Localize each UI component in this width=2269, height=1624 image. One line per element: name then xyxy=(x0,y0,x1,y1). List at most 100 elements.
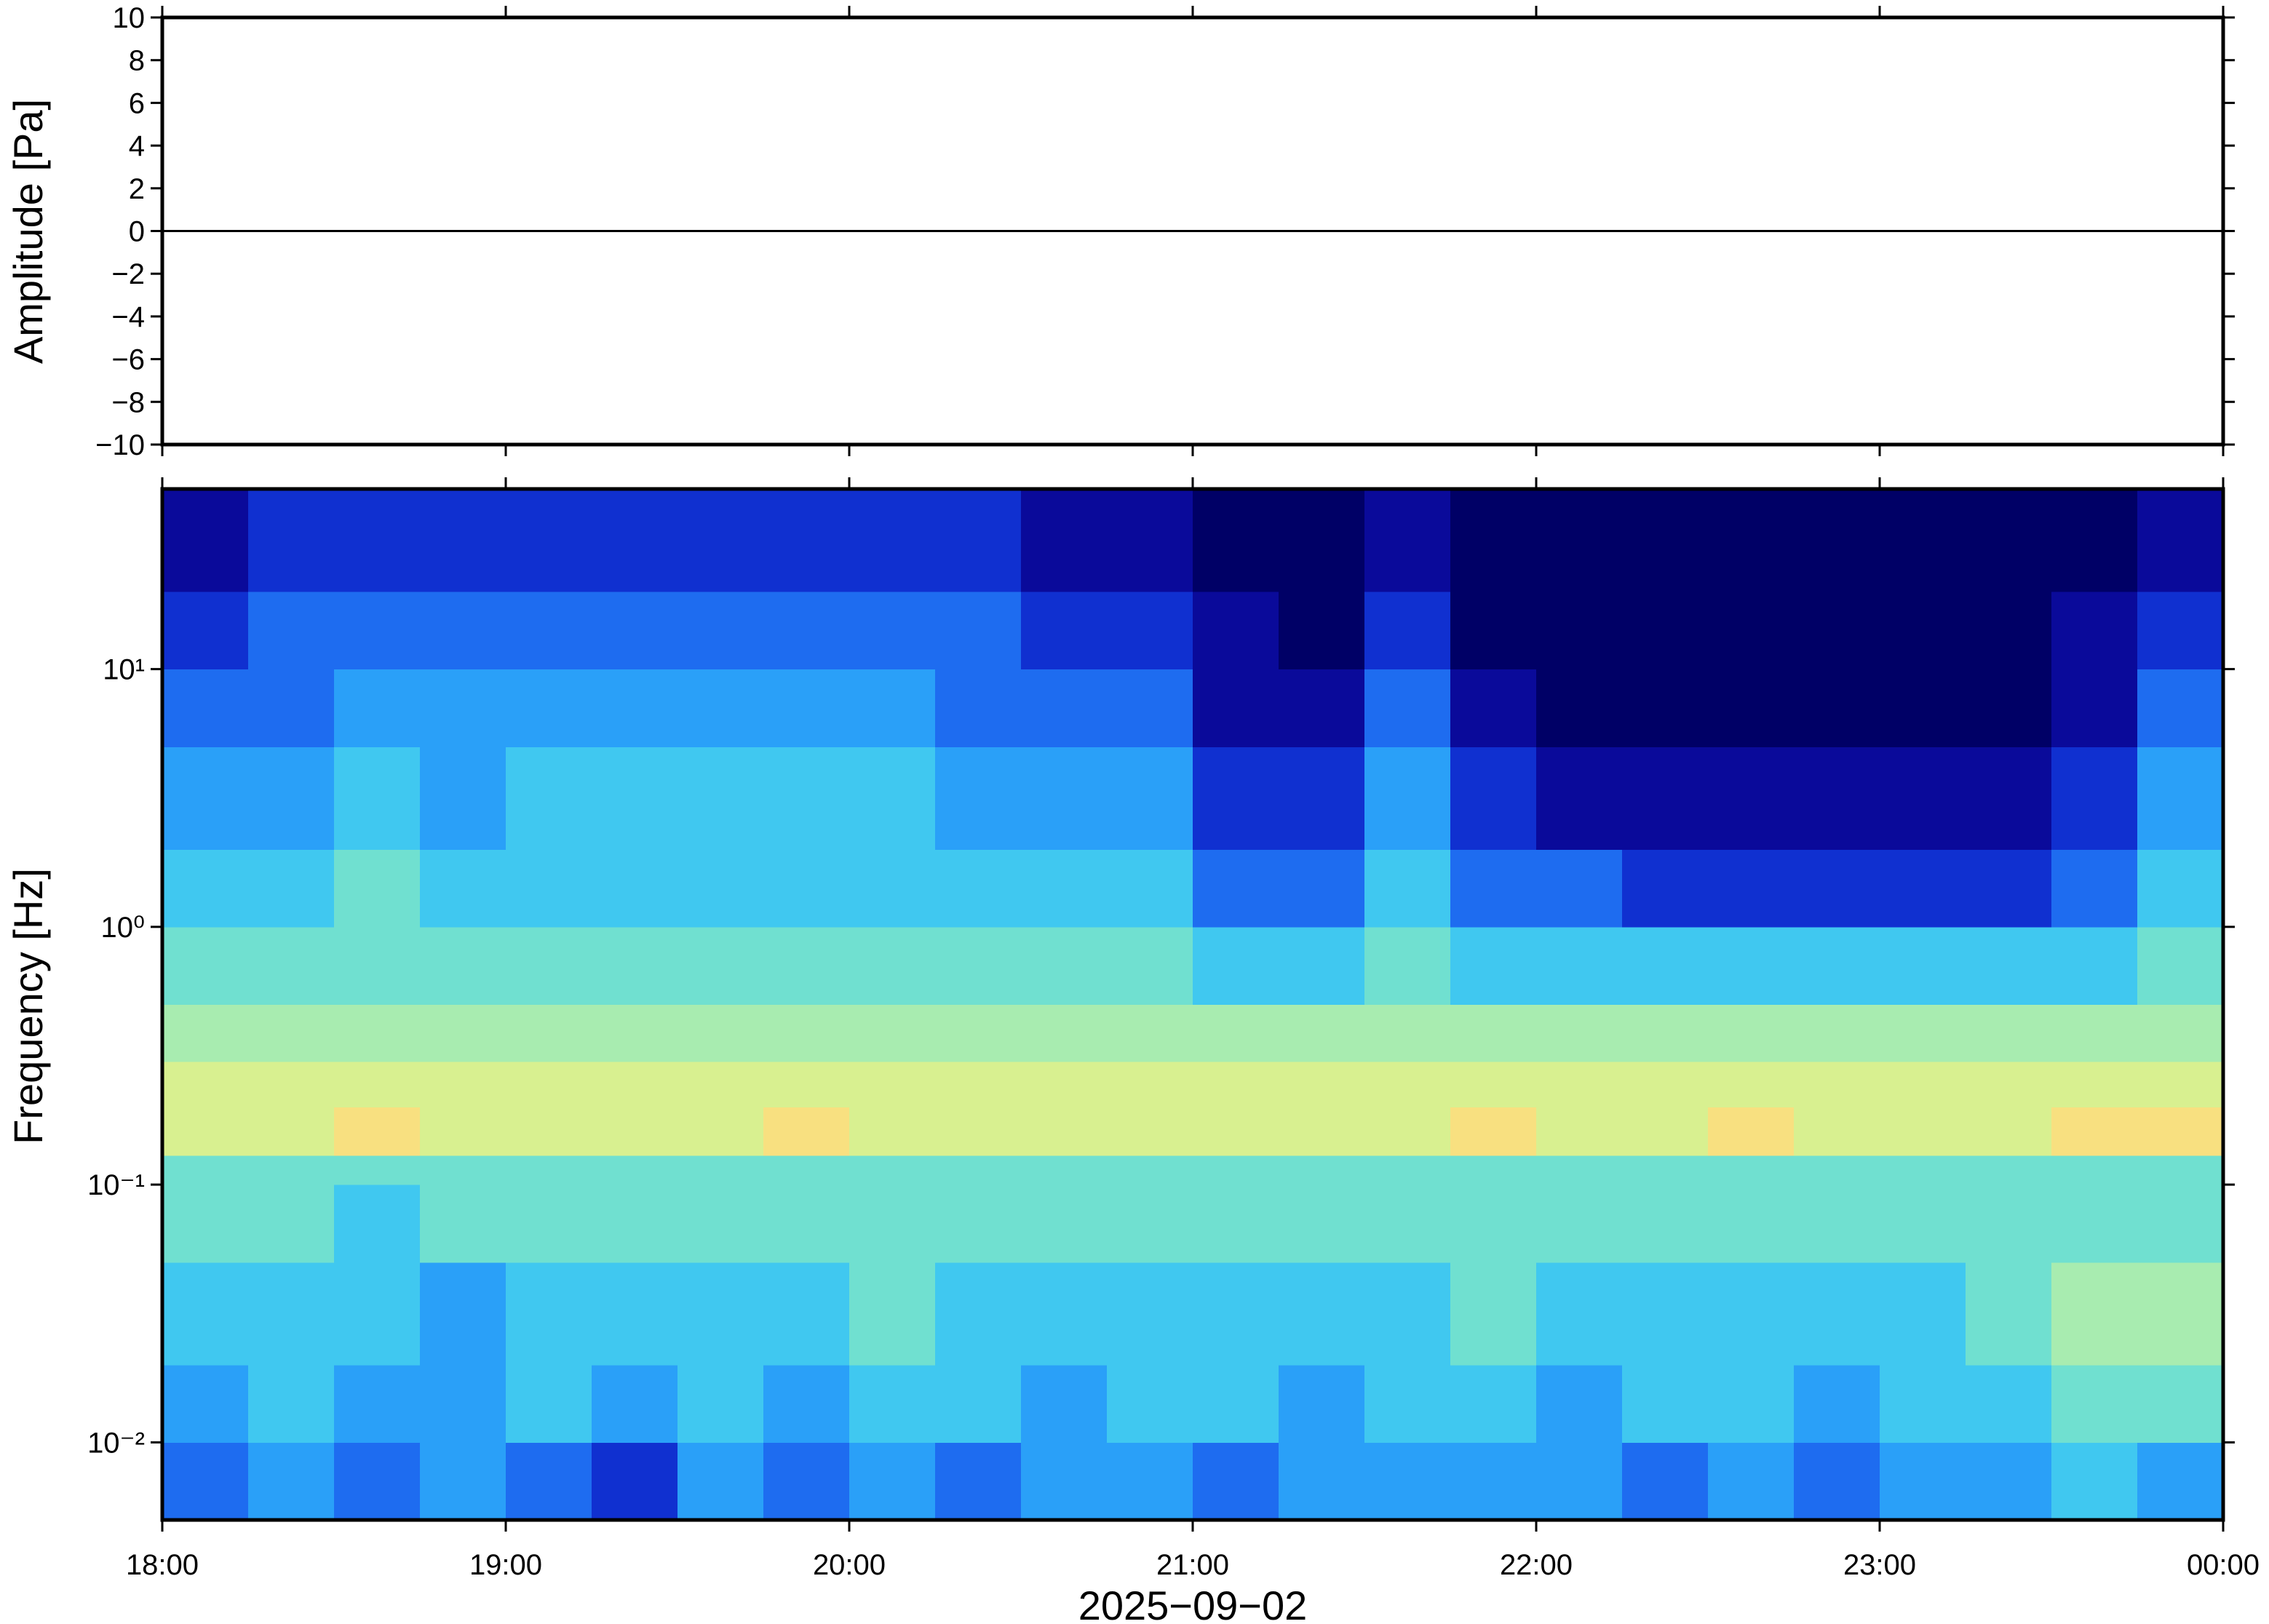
heatmap-cell xyxy=(677,926,764,1006)
heatmap-cell xyxy=(248,591,335,670)
heatmap-cell xyxy=(1622,1364,1709,1443)
heatmap-cell xyxy=(1450,1262,1537,1366)
heatmap-cell xyxy=(1794,1062,1880,1108)
heatmap-cell xyxy=(1794,1004,1880,1062)
heatmap-cell xyxy=(1364,747,1451,850)
heatmap-cell xyxy=(1536,489,1623,592)
heatmap-cell xyxy=(334,1062,421,1108)
heatmap-cell xyxy=(849,747,936,850)
heatmap-cell xyxy=(1107,849,1193,928)
heatmap-cell xyxy=(1794,669,1880,747)
heatmap-cell xyxy=(1107,1364,1193,1443)
heatmap-cell xyxy=(420,489,506,592)
heatmap-cell xyxy=(592,747,678,850)
heatmap-cell xyxy=(935,1364,1022,1443)
heatmap-cell xyxy=(248,849,335,928)
heatmap-cell xyxy=(1536,1185,1623,1263)
heatmap-cell xyxy=(506,591,592,670)
heatmap-cell xyxy=(1193,1185,1279,1263)
heatmap-cell xyxy=(334,669,421,747)
heatmap-cell xyxy=(935,926,1022,1006)
heatmap-cell xyxy=(1279,1155,1365,1185)
heatmap-cell xyxy=(1880,747,1966,850)
heatmap-cell xyxy=(935,1062,1022,1108)
heatmap-cell xyxy=(1450,1442,1537,1521)
heatmap-cell xyxy=(1794,1107,1880,1156)
heatmap-cell xyxy=(248,1107,335,1156)
heatmap-cell xyxy=(1364,1155,1451,1185)
heatmap-cell xyxy=(2137,591,2224,670)
heatmap-cell xyxy=(2137,849,2224,928)
heatmap-cell xyxy=(1708,849,1795,928)
heatmap-cell xyxy=(1880,1364,1966,1443)
x-tick-label: 00:00 xyxy=(2187,1549,2260,1581)
y-tick-label: 6 xyxy=(129,87,145,119)
heatmap-cell xyxy=(1794,747,1880,850)
heatmap-cell xyxy=(1450,1364,1537,1443)
heatmap-cell xyxy=(1279,669,1365,747)
heatmap-cell xyxy=(1450,591,1537,670)
heatmap-cell xyxy=(1708,1062,1795,1108)
heatmap-cell xyxy=(849,489,936,592)
heatmap-cell xyxy=(1107,489,1193,592)
heatmap-cell xyxy=(1021,926,1108,1006)
heatmap-cell xyxy=(248,926,335,1006)
heatmap-cell xyxy=(1450,1155,1537,1185)
heatmap-cell xyxy=(1880,926,1966,1006)
heatmap-cell xyxy=(1966,1155,2052,1185)
heatmap-cell xyxy=(763,489,850,592)
y-tick-label: 10⁻¹ xyxy=(87,1169,145,1201)
heatmap-cell xyxy=(849,591,936,670)
heatmap-cell xyxy=(1021,669,1108,747)
heatmap-cell xyxy=(592,849,678,928)
heatmap-cell xyxy=(592,1004,678,1062)
heatmap-cell xyxy=(1279,1364,1365,1443)
heatmap-cell xyxy=(1966,849,2052,928)
heatmap-cell xyxy=(677,1442,764,1521)
heatmap-cell xyxy=(763,1155,850,1185)
heatmap-cell xyxy=(1021,1262,1108,1366)
heatmap-cell xyxy=(1966,489,2052,592)
heatmap-cell xyxy=(420,849,506,928)
heatmap-cell xyxy=(1364,591,1451,670)
heatmap-cell xyxy=(1708,747,1795,850)
heatmap-cell xyxy=(2051,489,2138,592)
heatmap-cell xyxy=(334,1107,421,1156)
heatmap-cell xyxy=(1794,1262,1880,1366)
heatmap-cell xyxy=(1880,1442,1966,1521)
heatmap-cell xyxy=(248,1442,335,1521)
heatmap-cell xyxy=(763,1364,850,1443)
heatmap-cell xyxy=(2137,1155,2224,1185)
heatmap-cell xyxy=(935,1442,1022,1521)
heatmap-cell xyxy=(763,1262,850,1366)
heatmap-cell xyxy=(248,1262,335,1366)
heatmap-cell xyxy=(2051,1442,2138,1521)
heatmap-cell xyxy=(763,926,850,1006)
heatmap-cell xyxy=(506,1262,592,1366)
heatmap-cell xyxy=(162,1364,249,1443)
heatmap-cell xyxy=(1107,747,1193,850)
heatmap-cell xyxy=(935,1107,1022,1156)
heatmap-cell xyxy=(1279,1004,1365,1062)
heatmap-cell xyxy=(2137,926,2224,1006)
heatmap-cell xyxy=(1622,1107,1709,1156)
heatmap-cell xyxy=(248,1062,335,1108)
heatmap-cell xyxy=(1966,1185,2052,1263)
heatmap-cell xyxy=(849,1364,936,1443)
heatmap-cell xyxy=(248,669,335,747)
heatmap-cell xyxy=(763,669,850,747)
heatmap-cell xyxy=(592,1185,678,1263)
heatmap-cell xyxy=(1021,1062,1108,1108)
y-tick-label: 10¹ xyxy=(103,654,145,686)
heatmap-cell xyxy=(1193,1364,1279,1443)
heatmap-cell xyxy=(1622,591,1709,670)
heatmap-cell xyxy=(506,747,592,850)
heatmap-cell xyxy=(248,1364,335,1443)
heatmap-cell xyxy=(162,926,249,1006)
heatmap-cell xyxy=(1364,1262,1451,1366)
heatmap-cell xyxy=(677,1004,764,1062)
heatmap-cell xyxy=(1193,1155,1279,1185)
heatmap-cell xyxy=(1966,591,2052,670)
heatmap-cell xyxy=(506,926,592,1006)
heatmap-cell xyxy=(1536,1442,1623,1521)
